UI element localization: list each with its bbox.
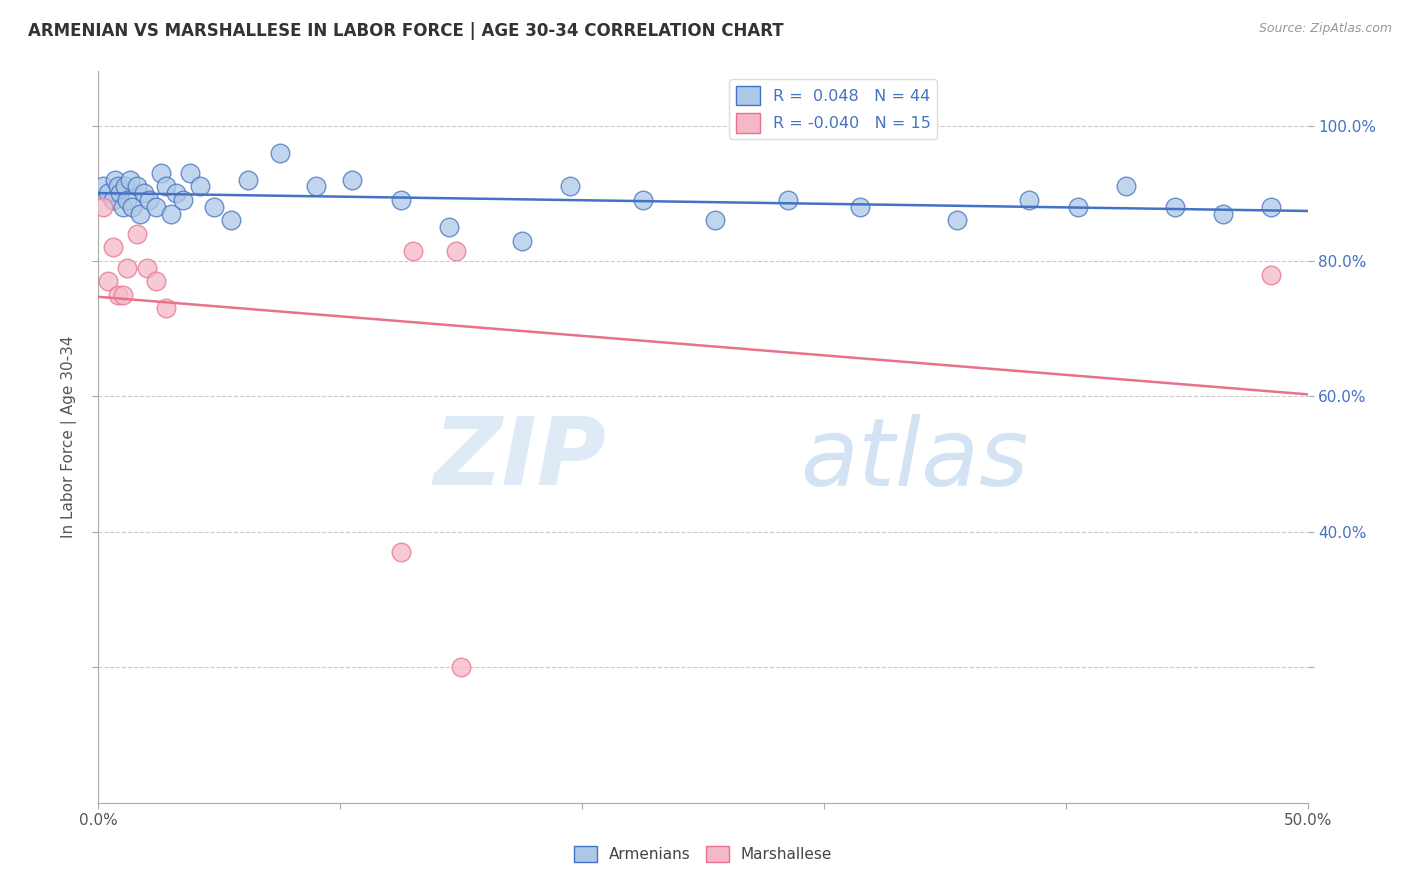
Point [155, 179, 177, 194]
Point [165, 186, 187, 201]
Point [121, 200, 143, 214]
Point [118, 172, 141, 186]
Point [342, 172, 364, 186]
Point [450, 660, 472, 674]
Point [150, 166, 173, 180]
Point [127, 227, 149, 241]
Point [91, 200, 114, 214]
Point [558, 179, 581, 194]
Point [1115, 179, 1137, 194]
Point [104, 172, 127, 186]
Point [101, 240, 124, 254]
Point [160, 206, 183, 220]
Point [946, 213, 969, 227]
Point [776, 193, 799, 207]
Point [704, 213, 727, 227]
Point [179, 166, 201, 180]
Legend: Armenians, Marshallese: Armenians, Marshallese [568, 840, 838, 868]
Point [238, 172, 260, 186]
Point [1260, 200, 1282, 214]
Text: ZIP: ZIP [433, 413, 606, 505]
Point [155, 301, 177, 316]
Point [117, 193, 139, 207]
Point [134, 186, 156, 201]
Point [172, 193, 194, 207]
Point [111, 200, 134, 214]
Point [97, 186, 120, 201]
Point [204, 200, 226, 214]
Point [305, 179, 328, 194]
Point [128, 206, 150, 220]
Point [108, 186, 131, 201]
Point [138, 193, 160, 207]
Point [117, 260, 139, 275]
Point [135, 260, 157, 275]
Point [127, 179, 149, 194]
Point [849, 200, 872, 214]
Text: Source: ZipAtlas.com: Source: ZipAtlas.com [1258, 22, 1392, 36]
Point [111, 288, 134, 302]
Point [145, 200, 167, 214]
Point [631, 193, 654, 207]
Point [107, 288, 129, 302]
Point [145, 274, 167, 288]
Point [91, 179, 114, 194]
Point [97, 274, 120, 288]
Point [389, 545, 412, 559]
Point [402, 244, 425, 258]
Point [1018, 193, 1040, 207]
Point [188, 179, 211, 194]
Point [107, 179, 129, 194]
Point [269, 145, 291, 160]
Text: atlas: atlas [800, 414, 1028, 505]
Y-axis label: In Labor Force | Age 30-34: In Labor Force | Age 30-34 [60, 335, 77, 539]
Point [1163, 200, 1185, 214]
Point [510, 234, 533, 248]
Point [114, 179, 136, 194]
Point [101, 193, 124, 207]
Text: ARMENIAN VS MARSHALLESE IN LABOR FORCE | AGE 30-34 CORRELATION CHART: ARMENIAN VS MARSHALLESE IN LABOR FORCE |… [28, 22, 783, 40]
Point [1067, 200, 1090, 214]
Point [437, 220, 460, 235]
Point [1212, 206, 1234, 220]
Point [1260, 268, 1282, 282]
Point [221, 213, 243, 227]
Point [446, 244, 468, 258]
Point [389, 193, 412, 207]
